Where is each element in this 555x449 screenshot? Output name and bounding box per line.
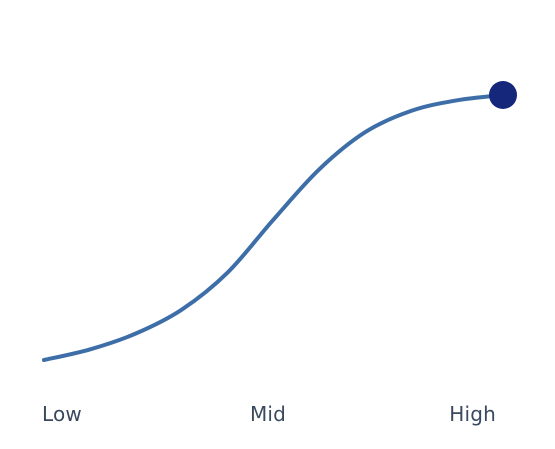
- x-tick-label-low: Low: [42, 402, 82, 426]
- series-line-0: [42, 93, 505, 362]
- marker-layer: [489, 81, 517, 109]
- x-tick-label-high: High: [449, 402, 496, 426]
- series-layer: [42, 93, 505, 362]
- x-tick-label-mid: Mid: [250, 402, 286, 426]
- endpoint-marker: [489, 81, 517, 109]
- x-tick-labels: Low Mid High: [42, 402, 496, 426]
